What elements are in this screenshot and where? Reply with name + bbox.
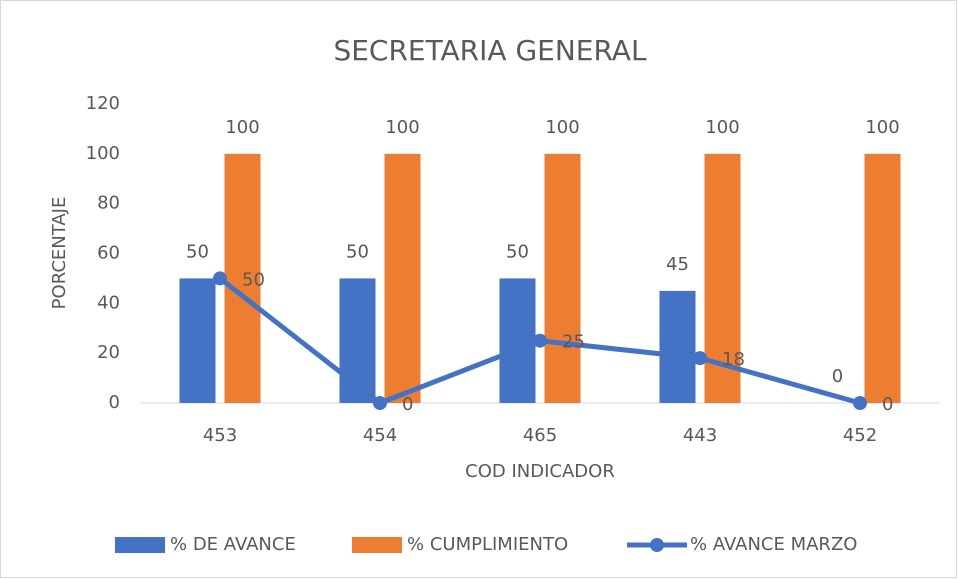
data-label: 100 xyxy=(385,117,419,138)
bar xyxy=(659,290,696,403)
line-marker xyxy=(373,396,387,410)
bar xyxy=(544,153,581,403)
bar xyxy=(499,278,536,403)
y-tick-label: 120 xyxy=(86,93,120,114)
bar xyxy=(224,153,261,403)
legend-swatch xyxy=(352,537,402,553)
y-tick-label: 40 xyxy=(97,292,120,313)
legend-label: % CUMPLIMIENTO xyxy=(407,534,568,555)
x-tick-label: 452 xyxy=(843,425,877,446)
data-label: 50 xyxy=(242,269,265,290)
data-label: 100 xyxy=(705,117,739,138)
data-label: 0 xyxy=(882,394,893,415)
chart-title: SECRETARIA GENERAL xyxy=(333,34,647,67)
y-tick-label: 20 xyxy=(97,342,120,363)
y-tick-label: 80 xyxy=(97,193,120,214)
bar xyxy=(864,153,901,403)
x-tick-label: 465 xyxy=(523,425,557,446)
y-axis-title: PORCENTAJE xyxy=(49,197,70,310)
x-tick-label: 443 xyxy=(683,425,717,446)
legend-swatch xyxy=(115,537,165,553)
data-label: 100 xyxy=(545,117,579,138)
data-label: 25 xyxy=(562,332,585,353)
data-label: 50 xyxy=(506,241,529,262)
y-tick-label: 100 xyxy=(86,143,120,164)
data-label: 50 xyxy=(346,241,369,262)
y-tick-label: 0 xyxy=(109,392,120,413)
x-tick-label: 454 xyxy=(363,425,397,446)
x-tick-label: 453 xyxy=(203,425,237,446)
data-label: 0 xyxy=(402,394,413,415)
legend-label: % AVANCE MARZO xyxy=(690,534,857,555)
data-label: 0 xyxy=(832,366,843,387)
data-label: 100 xyxy=(225,117,259,138)
data-label: 100 xyxy=(865,117,899,138)
x-axis-title: COD INDICADOR xyxy=(465,461,615,482)
line-marker xyxy=(853,396,867,410)
y-tick-label: 60 xyxy=(97,243,120,264)
data-label: 45 xyxy=(666,254,689,275)
data-label: 50 xyxy=(186,241,209,262)
bar xyxy=(384,153,421,403)
legend-marker xyxy=(650,538,664,552)
bar xyxy=(179,278,216,403)
line-marker xyxy=(213,271,227,286)
bar xyxy=(339,278,376,403)
line-marker xyxy=(693,351,707,366)
legend-label: % DE AVANCE xyxy=(170,534,296,555)
line-marker xyxy=(533,333,547,348)
data-label: 18 xyxy=(722,349,745,370)
